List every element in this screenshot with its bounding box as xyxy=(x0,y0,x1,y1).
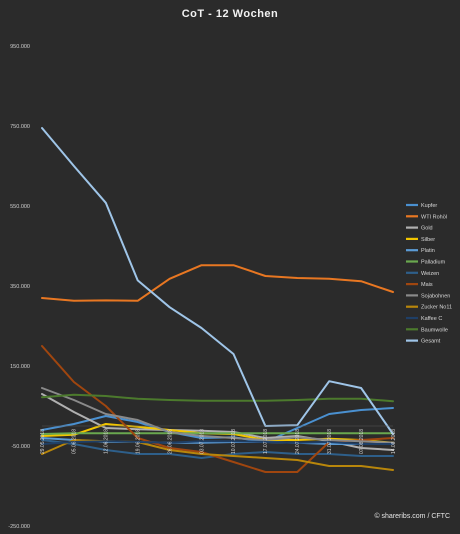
x-tick-label: 17.07.2018 xyxy=(263,429,269,454)
x-tick-label: 05.06.2018 xyxy=(72,429,78,454)
y-tick-label: -250.000 xyxy=(8,524,30,530)
x-tick-label: 31.07.2018 xyxy=(327,429,333,454)
legend-entry: Kaffee C xyxy=(421,316,442,322)
x-tick-label: 24.07.2018 xyxy=(295,429,301,454)
series-line-palladium xyxy=(41,432,394,435)
legend: Kupfer WTI Rohöl Gold Silber Platin Palladium… xyxy=(406,203,452,345)
y-tick-label: 750.000 xyxy=(10,124,30,130)
x-tick-label: 19.06.2018 xyxy=(135,429,141,454)
legend-entry: Zucker No11 xyxy=(421,305,452,311)
x-axis: 29.05.2018 05.06.2018 12.06.2018 19.06.2018… xyxy=(40,425,397,454)
legend-entry: Baumwolle xyxy=(421,327,448,333)
legend-entry: Sojabohnen xyxy=(421,293,450,299)
legend-entry: Platin xyxy=(421,248,435,254)
legend-entry: Palladium xyxy=(421,260,446,266)
series-line-baumwolle xyxy=(41,393,394,403)
x-tick-label: 10.07.2018 xyxy=(231,429,237,454)
y-tick-label: 350.000 xyxy=(10,284,30,290)
x-tick-label: 14.08.2018 xyxy=(391,429,397,454)
x-tick-label: 03.07.2018 xyxy=(199,429,205,454)
legend-entry: Gesamt xyxy=(421,339,441,345)
chart-title: CoT - 12 Wochen xyxy=(182,8,279,20)
y-tick-label: 150.000 xyxy=(10,364,30,370)
legend-entry: Silber xyxy=(421,237,435,243)
series-lines xyxy=(41,127,394,473)
legend-entry: WTI Rohöl xyxy=(421,214,447,220)
legend-entry: Weizen xyxy=(421,271,439,277)
x-tick-label: 07.08.2018 xyxy=(359,429,365,454)
y-tick-label: 550.000 xyxy=(10,204,30,210)
y-axis: 950.000 750.000 550.000 350.000 150.000 -50.0… xyxy=(8,44,30,530)
legend-entry: Kupfer xyxy=(421,203,437,209)
source-credit: © shareribs.com / CFTC xyxy=(374,512,450,520)
legend-entry: Gold xyxy=(421,226,433,232)
series-line-kaffee-c xyxy=(41,440,394,445)
x-tick-label: 29.05.2018 xyxy=(40,429,46,454)
y-tick-label: 950.000 xyxy=(10,44,30,50)
x-tick-label: 26.06.2018 xyxy=(167,429,173,454)
x-tick-label: 12.06.2018 xyxy=(104,429,110,454)
series-line-sojabohnen xyxy=(41,387,394,444)
series-line-gesamt xyxy=(41,127,394,435)
series-line-wti-roh-l xyxy=(41,264,394,302)
y-tick-label: -50.000 xyxy=(11,444,30,450)
legend-entry: Mais xyxy=(421,282,433,288)
